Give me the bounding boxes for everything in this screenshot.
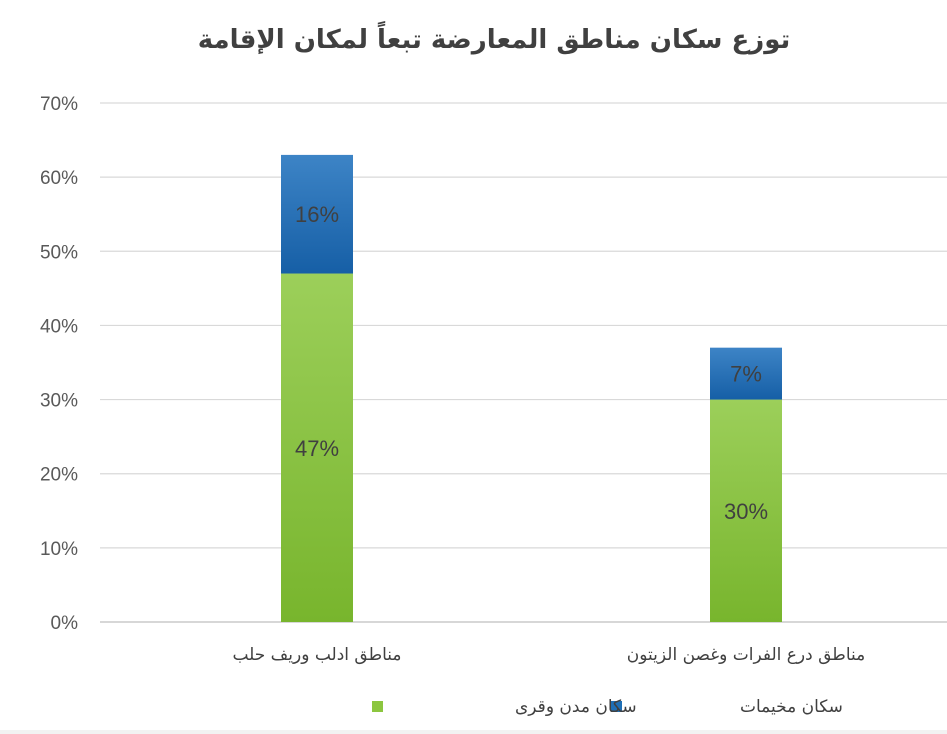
y-tick-label: 30%: [40, 391, 78, 412]
y-tick-label: 50%: [40, 242, 78, 263]
data-label: 7%: [730, 362, 762, 387]
y-tick-label: 40%: [40, 316, 78, 337]
chart-title: توزع سكان مناطق المعارضة تبعاً لمكان الإ…: [198, 20, 791, 55]
bottom-border: [0, 730, 947, 734]
x-category-label: مناطق درع الفرات وغصن الزيتون: [627, 645, 865, 665]
bars: [281, 154, 782, 622]
legend-label: سكان مخيمات: [740, 697, 843, 717]
bar-segment: [710, 347, 782, 400]
legend-swatch: [611, 701, 622, 712]
y-tick-label: 70%: [40, 94, 78, 115]
y-tick-label: 20%: [40, 465, 78, 486]
data-labels: 47% 16% 30% 7%: [295, 202, 768, 524]
legend: سكان مخيمات سكان مدن وقرى: [372, 697, 843, 717]
y-axis-ticks: 0% 10% 20% 30% 40% 50% 60% 70%: [40, 94, 78, 634]
bar-segment: [710, 399, 782, 622]
y-tick-label: 0%: [51, 613, 79, 634]
legend-label: سكان مدن وقرى: [515, 697, 637, 717]
data-label: 47%: [295, 436, 339, 461]
x-axis-categories: مناطق ادلب وريف حلب مناطق درع الفرات وغصن…: [232, 645, 865, 665]
data-label: 30%: [724, 499, 768, 524]
legend-swatch: [372, 701, 383, 712]
bar-segment: [281, 273, 353, 622]
x-category-label: مناطق ادلب وريف حلب: [232, 645, 401, 665]
bar-segment: [281, 154, 353, 274]
data-label: 16%: [295, 202, 339, 227]
y-tick-label: 60%: [40, 168, 78, 189]
grid-lines: [100, 102, 947, 623]
y-tick-label: 10%: [40, 539, 78, 560]
